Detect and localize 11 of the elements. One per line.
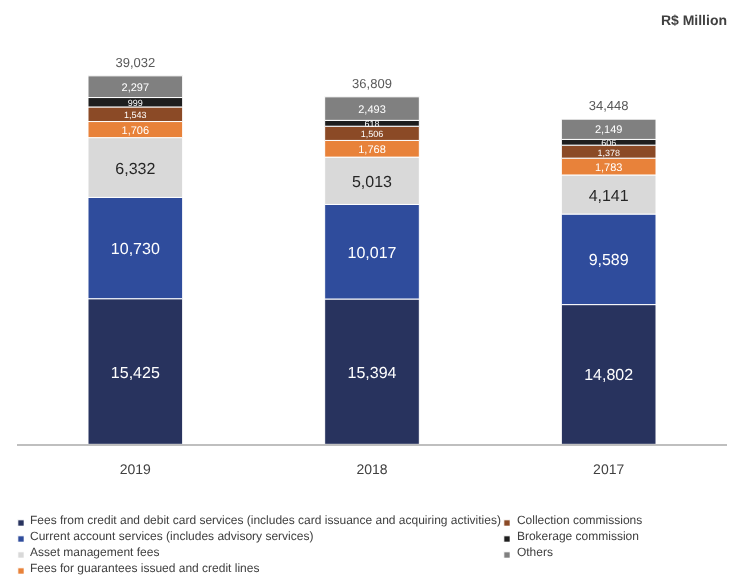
data-label: 4,141 <box>588 186 630 205</box>
bar <box>560 118 657 140</box>
data-label: 9,589 <box>588 251 630 270</box>
data-label: 6,332 <box>115 159 157 178</box>
bar <box>324 96 420 121</box>
data-label: 10,017 <box>347 243 398 262</box>
data-label: 5,013 <box>351 172 394 191</box>
data-label: 14,802 <box>584 366 635 385</box>
data-label: 15,394 <box>347 363 398 382</box>
data-label: 10,730 <box>110 240 161 259</box>
data-label: 15,425 <box>110 363 161 382</box>
